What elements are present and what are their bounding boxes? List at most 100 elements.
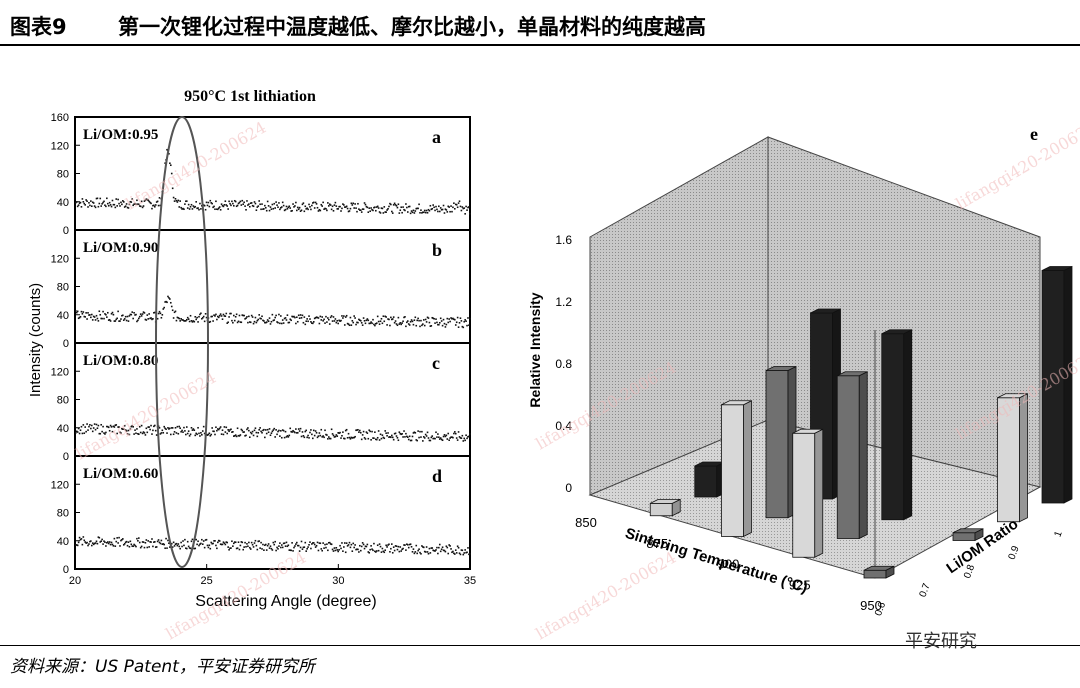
- xrd-point: [75, 430, 78, 433]
- xrd-point: [438, 436, 440, 439]
- xrd-point: [269, 545, 272, 547]
- xrd-point: [384, 430, 387, 432]
- bar-front-face: [952, 532, 976, 541]
- xrd-point: [87, 312, 89, 314]
- xrd-point: [242, 314, 245, 317]
- xrd-point: [86, 541, 88, 544]
- xrd-point: [106, 425, 108, 428]
- xrd-point: [459, 317, 462, 319]
- xrd-point: [142, 431, 145, 433]
- xrd-point: [229, 202, 231, 205]
- xrd-point: [401, 548, 403, 551]
- xrd-point: [89, 540, 91, 543]
- xrd-point: [287, 321, 290, 324]
- xrd-point: [414, 316, 417, 319]
- xrd-point: [251, 204, 254, 207]
- xrd-point: [104, 541, 106, 544]
- xrd-point: [401, 211, 403, 214]
- xrd-point: [274, 207, 276, 209]
- xrd-point: [212, 542, 214, 545]
- xrd-point: [185, 320, 187, 322]
- xrd-point: [104, 313, 106, 315]
- xrd-y-tick-label: 80: [57, 508, 69, 520]
- xrd-point: [388, 318, 390, 321]
- xrd-point: [263, 320, 265, 322]
- xrd-point: [280, 544, 283, 546]
- xrd-point: [443, 212, 446, 214]
- xrd-point: [319, 315, 322, 318]
- xrd-point: [135, 432, 137, 435]
- xrd-point: [187, 430, 190, 432]
- xrd-point: [159, 542, 162, 545]
- xrd-point: [125, 540, 128, 543]
- bar-top-face: [1041, 266, 1073, 271]
- xrd-point: [336, 549, 339, 551]
- xrd-point: [418, 203, 420, 206]
- xrd-point: [206, 544, 209, 547]
- xrd-point: [447, 321, 450, 324]
- xrd-point: [196, 316, 198, 319]
- xrd-point: [381, 547, 384, 550]
- xrd-point: [140, 545, 143, 548]
- xrd-point: [294, 205, 296, 207]
- xrd-point: [199, 202, 201, 205]
- xrd-point: [439, 207, 442, 209]
- xrd-point: [124, 205, 127, 207]
- xrd-point: [374, 324, 376, 327]
- xrd-point: [420, 436, 422, 438]
- xrd-point: [409, 543, 412, 545]
- xrd-point: [317, 317, 320, 319]
- xrd-point: [145, 198, 148, 200]
- xrd-point: [225, 426, 228, 429]
- xrd-point: [184, 538, 186, 541]
- xrd-point: [279, 322, 281, 325]
- xrd-point: [269, 323, 272, 325]
- xrd-point: [131, 311, 134, 313]
- bar-front-face: [836, 375, 860, 539]
- xrd-point: [301, 548, 304, 550]
- xrd-point: [139, 205, 142, 208]
- xrd-point: [422, 211, 424, 214]
- xrd-point: [234, 200, 237, 203]
- xrd-point: [145, 319, 148, 321]
- xrd-point: [182, 319, 184, 321]
- xrd-point: [432, 437, 434, 440]
- xrd-point: [81, 312, 84, 315]
- xrd-point: [461, 206, 464, 208]
- xrd-point: [88, 543, 90, 545]
- xrd-point: [191, 321, 194, 323]
- xrd-point: [190, 203, 193, 206]
- xrd-point: [264, 321, 267, 324]
- xrd-point: [216, 547, 218, 550]
- xrd-point: [168, 428, 170, 430]
- xrd-point: [260, 317, 262, 320]
- xrd-point: [242, 203, 245, 206]
- bar-front-face: [649, 502, 673, 517]
- xrd-point: [259, 427, 261, 429]
- xrd-point: [258, 314, 260, 316]
- xrd-y-tick-label: 120: [51, 140, 69, 152]
- xrd-point: [391, 551, 394, 554]
- xrd-point: [321, 205, 324, 207]
- xrd-point: [171, 546, 174, 548]
- xrd-point: [78, 316, 81, 319]
- xrd-point: [285, 205, 288, 208]
- xrd-point: [217, 207, 220, 210]
- xrd-point: [373, 323, 375, 326]
- xrd-point: [248, 429, 250, 432]
- xrd-point: [101, 430, 103, 433]
- xrd-point: [271, 313, 274, 316]
- xrd-point: [176, 425, 179, 428]
- xrd-point: [179, 547, 181, 550]
- xrd-point: [312, 542, 315, 544]
- xrd-point: [133, 312, 135, 314]
- xrd-point: [124, 541, 127, 544]
- xrd-point: [209, 320, 212, 323]
- xrd-point: [188, 208, 191, 210]
- xrd-point: [365, 205, 368, 208]
- xrd-point: [427, 552, 430, 555]
- xrd-point: [430, 547, 433, 549]
- xrd-point: [290, 549, 292, 552]
- xrd-point: [118, 536, 120, 539]
- xrd-point: [267, 543, 270, 545]
